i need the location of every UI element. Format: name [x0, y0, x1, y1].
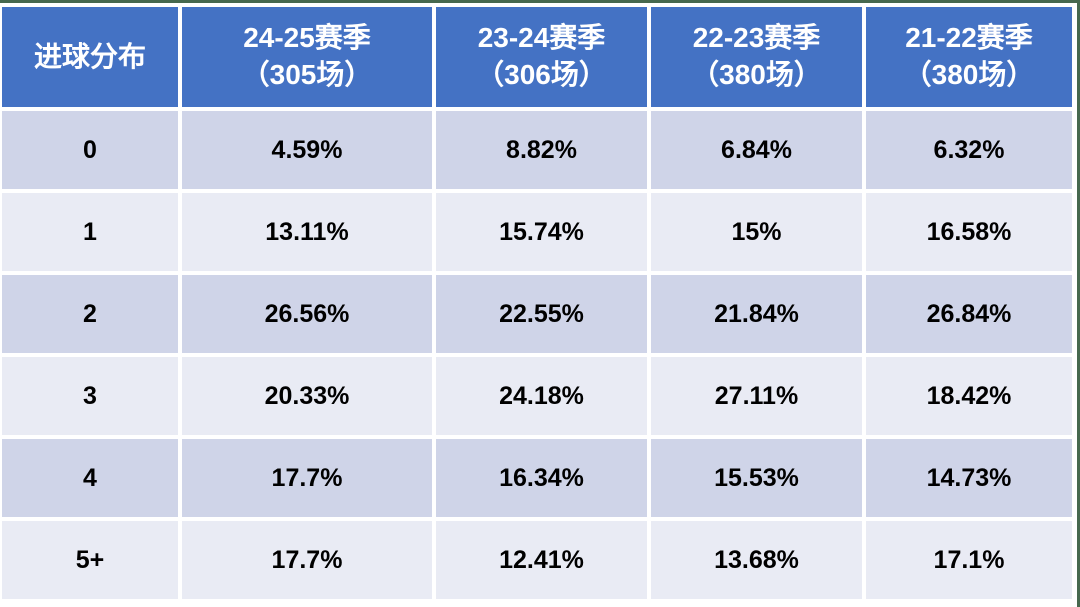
match-count-label: （380场） — [691, 59, 822, 90]
value-cell: 27.11% — [651, 357, 862, 435]
row-label-goals-1: 1 — [2, 193, 178, 271]
season-label: 24-25赛季 — [243, 22, 371, 54]
value-cell: 13.11% — [182, 193, 432, 271]
value-cell: 17.7% — [182, 439, 432, 517]
row-label-goals-2: 2 — [2, 275, 178, 353]
season-label: 23-24赛季 — [477, 22, 606, 54]
value-cell: 12.41% — [436, 521, 647, 599]
column-header-season-22-23: 22-23赛季 （380场） — [651, 7, 862, 107]
value-cell: 18.42% — [866, 357, 1072, 435]
row-label-goals-3: 3 — [2, 357, 178, 435]
value-cell: 24.18% — [436, 357, 647, 435]
value-cell: 4.59% — [182, 111, 432, 189]
value-cell: 26.84% — [866, 275, 1072, 353]
season-label: 22-23赛季 — [692, 22, 821, 54]
value-cell: 22.55% — [436, 275, 647, 353]
value-cell: 15% — [651, 193, 862, 271]
value-cell: 20.33% — [182, 357, 432, 435]
match-count-label: （380场） — [903, 59, 1035, 90]
frame-top-line — [0, 0, 1080, 3]
value-cell: 26.56% — [182, 275, 432, 353]
value-cell: 16.58% — [866, 193, 1072, 271]
value-cell: 21.84% — [651, 275, 862, 353]
value-cell: 15.53% — [651, 439, 862, 517]
goal-distribution-table: 进球分布 24-25赛季 （305场） 23-24赛季 （306场） 22-23… — [2, 7, 1072, 599]
column-header-season-24-25: 24-25赛季 （305场） — [182, 7, 432, 107]
match-count-label: （306场） — [476, 59, 607, 90]
value-cell: 17.1% — [866, 521, 1072, 599]
row-label-goals-5plus: 5+ — [2, 521, 178, 599]
table-corner-header: 进球分布 — [2, 7, 178, 107]
row-label-goals-4: 4 — [2, 439, 178, 517]
frame-right-line — [1077, 0, 1080, 607]
corner-header-label: 进球分布 — [33, 40, 146, 72]
value-cell: 16.34% — [436, 439, 647, 517]
value-cell: 14.73% — [866, 439, 1072, 517]
column-header-season-21-22: 21-22赛季 （380场） — [866, 7, 1072, 107]
match-count-label: （305场） — [241, 59, 373, 90]
value-cell: 6.84% — [651, 111, 862, 189]
value-cell: 15.74% — [436, 193, 647, 271]
value-cell: 8.82% — [436, 111, 647, 189]
season-label: 21-22赛季 — [905, 22, 1033, 54]
value-cell: 6.32% — [866, 111, 1072, 189]
value-cell: 13.68% — [651, 521, 862, 599]
value-cell: 17.7% — [182, 521, 432, 599]
row-label-goals-0: 0 — [2, 111, 178, 189]
column-header-season-23-24: 23-24赛季 （306场） — [436, 7, 647, 107]
